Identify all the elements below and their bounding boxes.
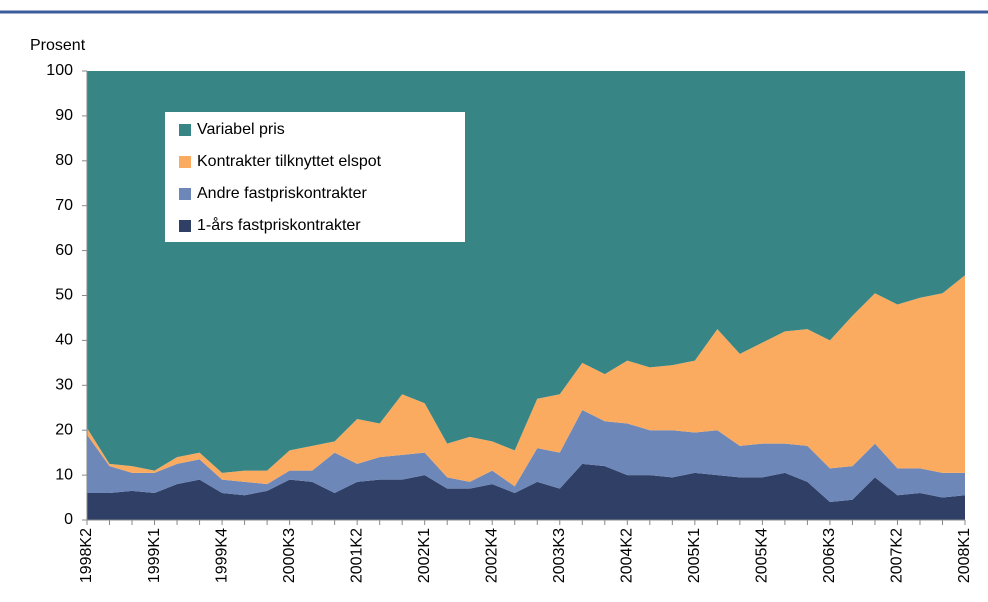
legend-label: Andre fastpriskontrakter <box>197 185 368 202</box>
y-tick-label: 40 <box>55 332 73 349</box>
x-tick-label: 2005K1 <box>686 528 703 583</box>
x-tick-label: 1998K2 <box>78 528 95 583</box>
x-tick-label: 2005K4 <box>754 528 771 583</box>
y-tick-label: 50 <box>55 287 73 304</box>
x-tick-label: 2000K3 <box>281 528 298 583</box>
x-tick-label: 2006K3 <box>821 528 838 583</box>
area <box>87 275 965 487</box>
legend-swatch <box>179 188 191 200</box>
legend-label: Variabel pris <box>197 121 285 138</box>
area <box>87 409 965 503</box>
y-tick-label: 30 <box>55 377 73 394</box>
y-tick-label: 80 <box>55 152 73 169</box>
y-axis-label: Prosent <box>30 37 86 54</box>
y-tick-label: 90 <box>55 107 73 124</box>
x-tick-label: 2001K2 <box>348 528 365 583</box>
x-tick-label: 2003K3 <box>551 528 568 583</box>
x-tick-label: 2004K2 <box>619 528 636 583</box>
x-tick-label: 1999K1 <box>146 528 163 583</box>
x-tick-label: 2002K1 <box>416 528 433 583</box>
y-tick-label: 20 <box>55 421 73 438</box>
x-tick-label: 1999K4 <box>213 528 230 583</box>
y-tick-label: 10 <box>55 466 73 483</box>
y-tick-label: 70 <box>55 197 73 214</box>
y-tick-label: 100 <box>46 62 73 79</box>
legend-swatch <box>179 124 191 136</box>
legend-box <box>165 112 465 242</box>
legend-swatch <box>179 220 191 232</box>
legend-label: 1-års fastpriskontrakter <box>197 216 361 234</box>
legend-swatch <box>179 156 191 168</box>
legend-label: Kontrakter tilknyttet elspot <box>197 153 382 170</box>
area <box>87 463 965 520</box>
y-tick-label: 60 <box>55 242 73 259</box>
x-tick-label: 2007K2 <box>889 528 906 583</box>
x-tick-label: 2002K4 <box>483 528 500 583</box>
x-tick-label: 2008K1 <box>956 528 973 583</box>
y-tick-label: 0 <box>64 511 73 528</box>
